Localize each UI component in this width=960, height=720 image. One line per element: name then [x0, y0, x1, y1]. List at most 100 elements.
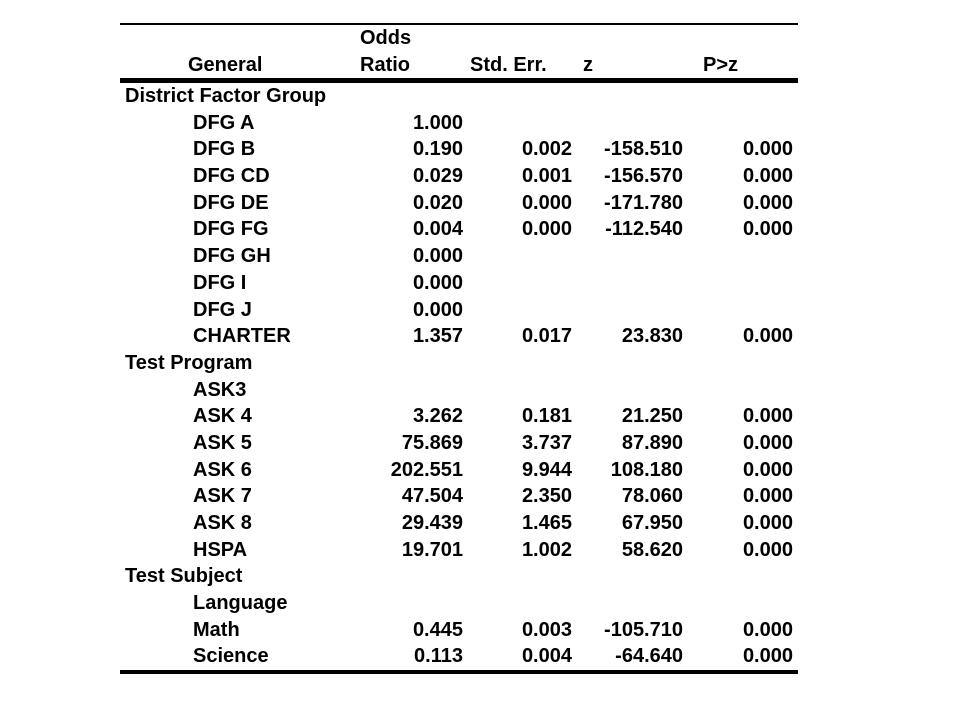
cell-p-gt-z [692, 243, 798, 270]
row-label: ASK 8 [193, 512, 252, 534]
cell-p-gt-z [692, 563, 798, 590]
row-label: Test Program [125, 351, 253, 374]
cell-z: -158.510 [604, 138, 683, 161]
table-row: ASK 5 75.869 3.737 87.890 0.000 [120, 430, 798, 457]
cell-std-err [470, 350, 580, 377]
cell-z: -171.780 [604, 191, 683, 214]
cell-z: 21.250 [621, 405, 683, 428]
cell-odds-ratio: 0.000 [412, 271, 463, 294]
cell-z: 78.060 [621, 485, 683, 508]
cell-z [580, 297, 692, 324]
cell-std-err [470, 270, 580, 297]
table-row: ASK 7 47.504 2.350 78.060 0.000 [120, 483, 798, 510]
col-header-p-gt-z: P>z [703, 53, 739, 76]
header-row-top: Odds [120, 25, 798, 52]
cell-odds-ratio: 0.190 [412, 138, 463, 161]
cell-z: 23.830 [621, 325, 683, 348]
cell-odds-ratio: 0.113 [414, 645, 463, 668]
cell-z: 87.890 [621, 431, 683, 454]
cell-std-err: 1.002 [521, 538, 572, 561]
cell-odds-ratio [360, 350, 470, 377]
row-label: DFG J [193, 298, 252, 321]
col-header-z: z [583, 53, 593, 76]
table-row: DFG I 0.000 [120, 270, 798, 297]
cell-std-err [470, 590, 580, 617]
header-row-bottom: General Ratio Std. Err. z P>z [120, 52, 798, 79]
odds-ratio-table: Odds General Ratio Std. Err. z P>z Distr… [120, 23, 798, 675]
cell-std-err: 0.001 [521, 165, 572, 188]
table-row: Math 0.445 0.003 -105.710 0.000 [120, 617, 798, 644]
cell-z: -64.640 [615, 645, 683, 668]
table-row: Science 0.113 0.004 -64.640 0.000 [120, 643, 798, 670]
cell-z: -112.540 [605, 218, 683, 241]
header-spacer [580, 25, 692, 52]
cell-std-err: 0.002 [521, 138, 572, 161]
row-label: Test Subject [125, 565, 243, 588]
table-row: Language [120, 590, 798, 617]
cell-odds-ratio: 0.020 [412, 191, 463, 214]
row-label: ASK 7 [193, 485, 252, 508]
cell-odds-ratio [360, 563, 470, 590]
table-row: DFG GH 0.000 [120, 243, 798, 270]
cell-p-gt-z [692, 350, 798, 377]
cell-std-err [470, 297, 580, 324]
table-row: ASK 4 3.262 0.181 21.250 0.000 [120, 403, 798, 430]
row-label: DFG A [193, 111, 255, 134]
cell-z: 58.620 [621, 538, 683, 561]
table-row: District Factor Group [120, 83, 798, 110]
table-row: DFG B 0.190 0.002 -158.510 0.000 [120, 136, 798, 163]
row-label: CHARTER [193, 325, 291, 348]
cell-z: 108.180 [610, 458, 683, 481]
cell-p-gt-z: 0.000 [742, 512, 793, 534]
cell-std-err [470, 243, 580, 270]
cell-odds-ratio: 1.000 [412, 111, 463, 134]
cell-odds-ratio: 47.504 [401, 485, 463, 508]
cell-z [580, 350, 692, 377]
cell-p-gt-z: 0.000 [742, 538, 793, 561]
table-row: Test Program [120, 350, 798, 377]
table-row: DFG FG 0.004 0.000 -112.540 0.000 [120, 216, 798, 243]
cell-z [580, 563, 692, 590]
col-header-odds-line1: Odds [360, 27, 412, 49]
cell-odds-ratio: 0.445 [412, 618, 463, 641]
row-label: ASK3 [193, 378, 247, 401]
table-row: DFG A 1.000 [120, 110, 798, 137]
table-row: ASK 6 202.551 9.944 108.180 0.000 [120, 457, 798, 484]
table-row: DFG CD 0.029 0.001 -156.570 0.000 [120, 163, 798, 190]
cell-odds-ratio [360, 377, 470, 404]
cell-z [580, 590, 692, 617]
row-label: DFG GH [193, 245, 271, 268]
table-body: District Factor Group DFG A 1.000 DFG B … [120, 83, 798, 675]
row-label: Science [193, 645, 269, 668]
cell-z [580, 270, 692, 297]
cell-odds-ratio: 0.000 [412, 245, 463, 268]
row-label: DFG CD [193, 165, 270, 188]
cell-p-gt-z [692, 270, 798, 297]
row-label: Language [193, 592, 288, 615]
row-label: Math [193, 618, 240, 641]
cell-std-err [470, 110, 580, 137]
table-row: ASK 8 29.439 1.465 67.950 0.000 [120, 510, 798, 537]
cell-std-err: 0.017 [521, 325, 572, 348]
header-spacer [692, 25, 798, 52]
table-row: HSPA 19.701 1.002 58.620 0.000 [120, 537, 798, 564]
col-header-odds-line2: Ratio [360, 53, 410, 76]
cell-odds-ratio: 1.357 [412, 325, 463, 348]
cell-std-err: 2.350 [521, 485, 572, 508]
cell-p-gt-z: 0.000 [742, 485, 793, 508]
cell-z: 67.950 [621, 512, 683, 534]
cell-z [580, 243, 692, 270]
row-label: HSPA [193, 538, 248, 561]
row-label: ASK 4 [193, 405, 252, 428]
cell-p-gt-z: 0.000 [742, 138, 793, 161]
cell-std-err [470, 83, 580, 110]
header-spacer [120, 25, 360, 52]
cell-p-gt-z: 0.000 [742, 431, 793, 454]
col-header-std-err: Std. Err. [470, 53, 547, 76]
cell-z [580, 110, 692, 137]
cell-std-err [470, 377, 580, 404]
cell-p-gt-z: 0.000 [742, 458, 793, 481]
table-row: ASK3 [120, 377, 798, 404]
cell-std-err [470, 563, 580, 590]
